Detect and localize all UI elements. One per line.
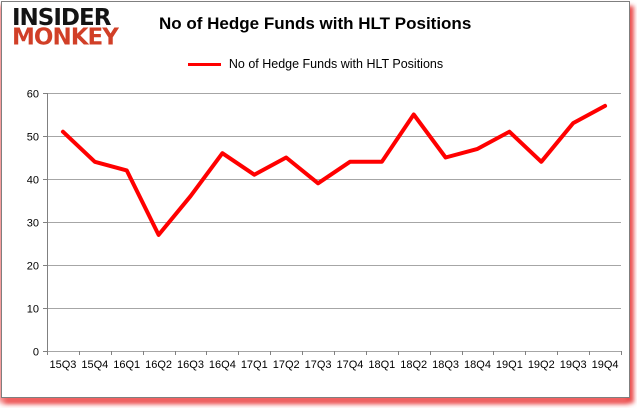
- x-axis-label: 16Q4: [209, 359, 236, 371]
- x-axis-label: 16Q1: [113, 359, 140, 371]
- x-axis-label: 16Q2: [145, 359, 172, 371]
- legend-line-swatch: [187, 62, 221, 66]
- y-axis-label: 50: [27, 132, 39, 144]
- x-axis-label: 17Q2: [273, 359, 300, 371]
- x-axis-label: 17Q1: [241, 359, 268, 371]
- x-axis-label: 18Q3: [432, 359, 459, 371]
- logo-word-insider: INSIDER: [12, 4, 111, 32]
- x-axis-label: 19Q2: [528, 359, 555, 371]
- hlt-positions-line: [60, 103, 608, 237]
- legend: No of Hedge Funds with HLT Positions: [2, 57, 629, 71]
- x-axis-label: 17Q4: [336, 359, 363, 371]
- y-axis-label: 10: [27, 304, 39, 316]
- logo-word-monkey: MONKEY: [12, 23, 119, 51]
- y-axis-label: 60: [27, 89, 39, 101]
- x-axis-label: 19Q4: [592, 359, 619, 371]
- chart-title: No of Hedge Funds with HLT Positions: [159, 14, 472, 33]
- x-axis-label: 19Q1: [496, 359, 523, 371]
- insider-monkey-logo: INSIDER MONKEY: [12, 4, 119, 51]
- x-axis-label: 15Q4: [81, 359, 108, 371]
- x-axis-label: 16Q3: [177, 359, 204, 371]
- x-axis-label: 18Q2: [400, 359, 427, 371]
- x-axis-label: 17Q3: [305, 359, 332, 371]
- line-chart: 0 10 20 30 40 50 60 15Q3 15Q4 16Q1 16Q2 16Q3 16Q4 17Q…: [27, 89, 622, 371]
- y-axis-label: 40: [27, 175, 39, 187]
- legend-label: No of Hedge Funds with HLT Positions: [228, 57, 444, 71]
- y-axis-label: 0: [33, 347, 39, 359]
- chart-card: INSIDER MONKEY No of Hedge Funds with HL…: [1, 1, 630, 398]
- x-axis-label: 18Q1: [368, 359, 395, 371]
- x-axis-label: 19Q3: [560, 359, 587, 371]
- x-axis-label: 15Q3: [49, 359, 76, 371]
- x-axis-label: 18Q4: [464, 359, 491, 371]
- y-axis-label: 20: [27, 261, 39, 273]
- y-axis-label: 30: [27, 218, 39, 230]
